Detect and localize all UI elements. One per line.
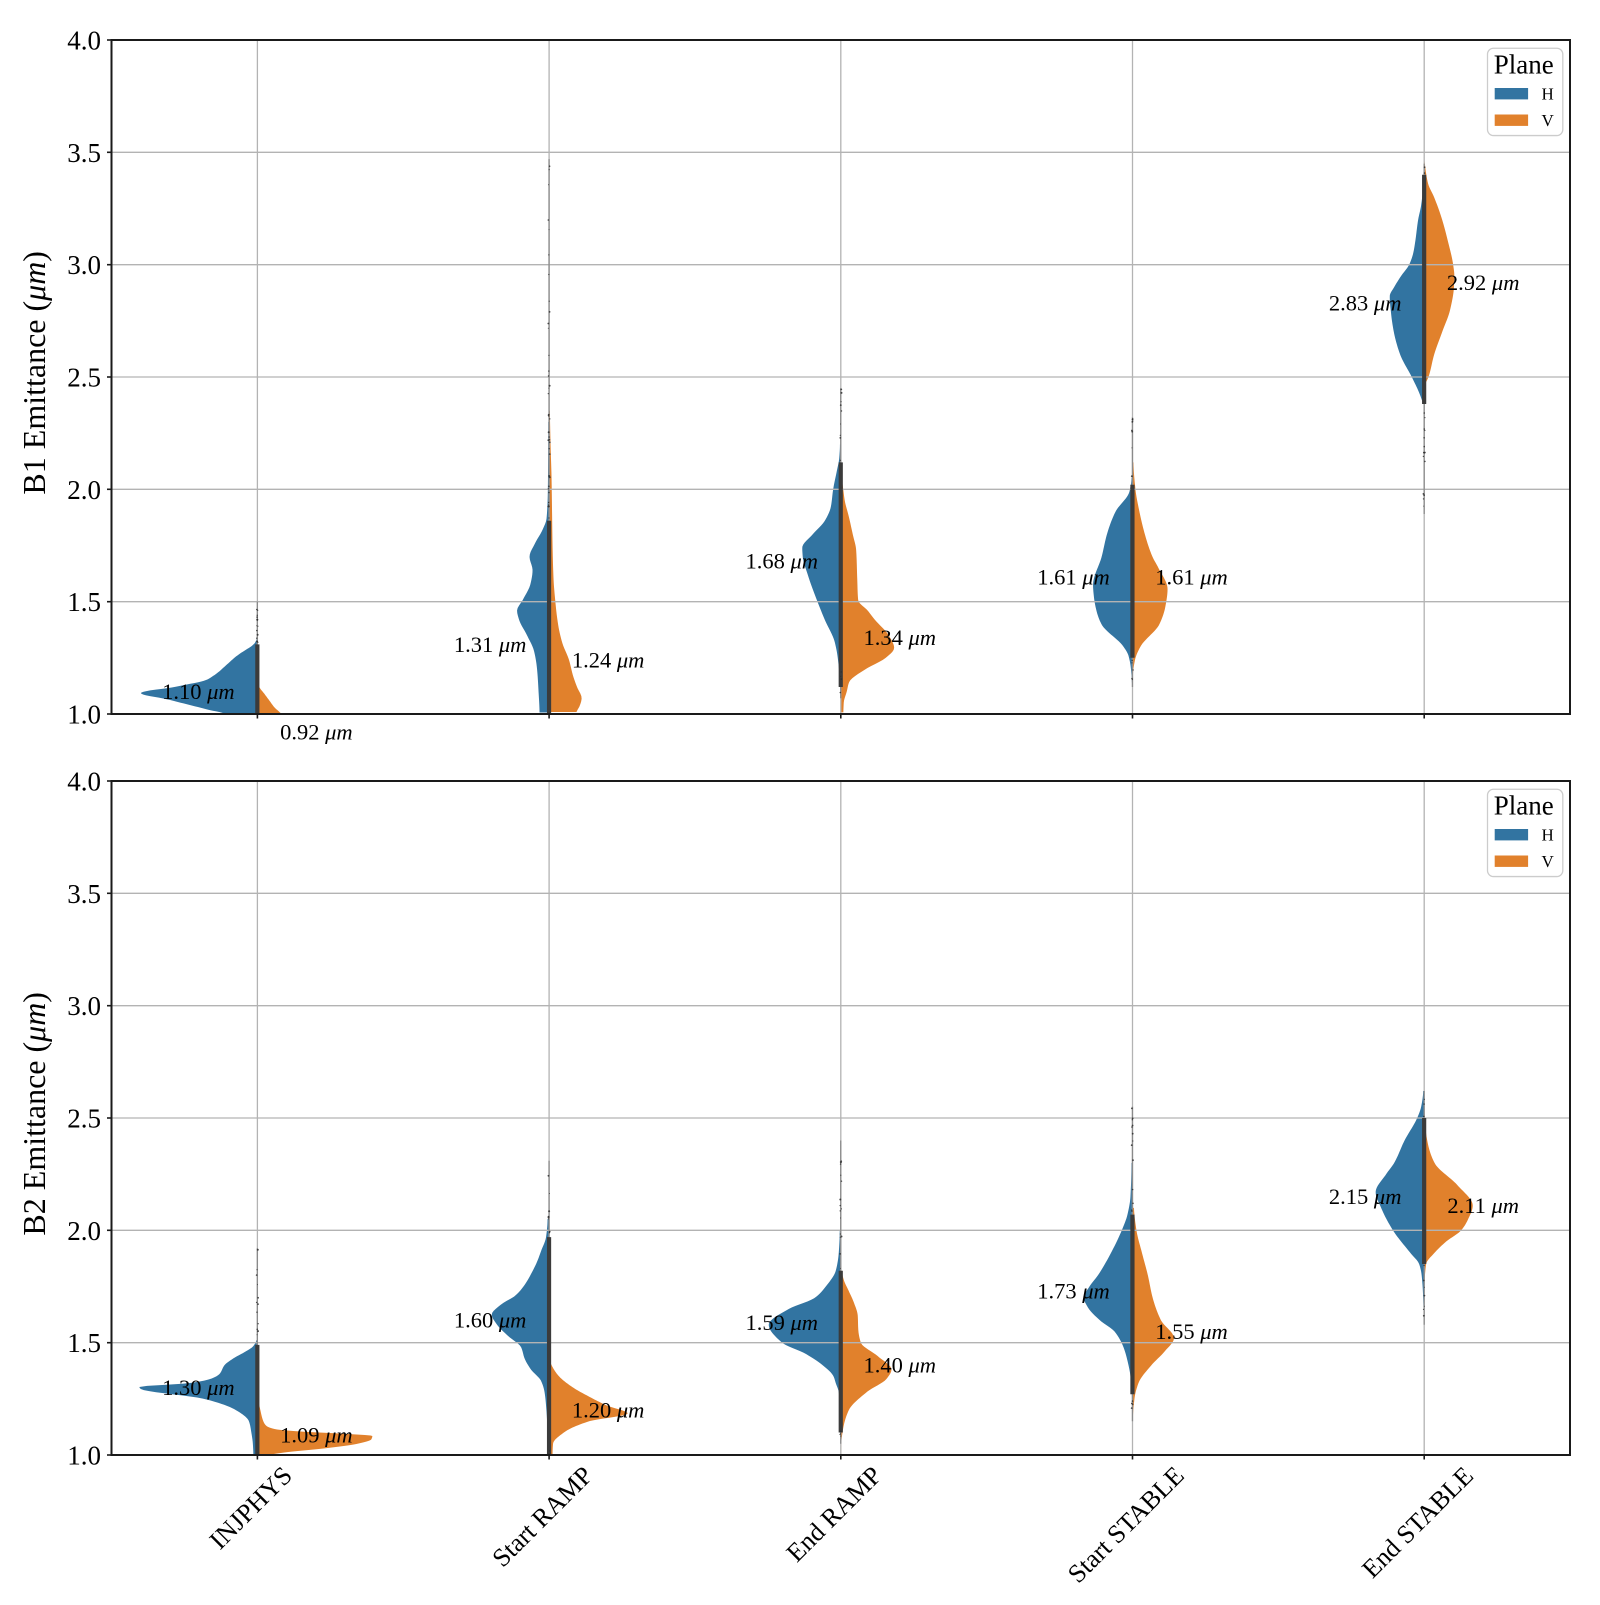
svg-text:1.55 μm: 1.55 μm (1155, 1319, 1228, 1344)
svg-text:V: V (1542, 111, 1555, 130)
svg-text:1.60 μm: 1.60 μm (454, 1308, 527, 1333)
svg-text:1.09 μm: 1.09 μm (280, 1422, 353, 1447)
svg-text:3.5: 3.5 (67, 138, 101, 168)
svg-text:2.5: 2.5 (67, 363, 101, 393)
svg-text:1.68 μm: 1.68 μm (746, 549, 819, 574)
svg-text:1.10 μm: 1.10 μm (162, 679, 235, 704)
svg-text:Plane: Plane (1494, 50, 1554, 80)
svg-text:2.15 μm: 2.15 μm (1329, 1184, 1402, 1209)
svg-text:Plane: Plane (1494, 791, 1554, 821)
svg-text:2.5: 2.5 (67, 1104, 101, 1134)
svg-text:1.73 μm: 1.73 μm (1037, 1279, 1110, 1304)
svg-text:H: H (1542, 826, 1554, 845)
svg-text:2.83 μm: 2.83 μm (1329, 290, 1402, 315)
svg-text:B2 Emittance (μm): B2 Emittance (μm) (16, 992, 52, 1236)
svg-text:1.31 μm: 1.31 μm (454, 632, 527, 657)
svg-text:1.20 μm: 1.20 μm (572, 1398, 645, 1423)
svg-text:1.59 μm: 1.59 μm (746, 1310, 819, 1335)
svg-text:1.61 μm: 1.61 μm (1037, 565, 1110, 590)
svg-text:4.0: 4.0 (67, 26, 101, 56)
svg-text:H: H (1542, 85, 1554, 104)
svg-text:1.24 μm: 1.24 μm (572, 648, 645, 673)
svg-text:2.0: 2.0 (67, 1216, 101, 1246)
svg-text:3.0: 3.0 (67, 991, 101, 1021)
svg-text:V: V (1542, 852, 1555, 871)
svg-text:1.0: 1.0 (67, 700, 101, 730)
svg-text:2.0: 2.0 (67, 475, 101, 505)
svg-text:B1 Emittance (μm): B1 Emittance (μm) (16, 251, 52, 495)
svg-text:1.5: 1.5 (67, 1328, 101, 1358)
svg-text:4.0: 4.0 (67, 767, 101, 797)
svg-text:1.30 μm: 1.30 μm (162, 1375, 235, 1400)
svg-text:3.5: 3.5 (67, 879, 101, 909)
svg-text:1.34 μm: 1.34 μm (864, 625, 937, 650)
svg-text:0.92 μm: 0.92 μm (280, 720, 353, 745)
svg-text:3.0: 3.0 (67, 250, 101, 280)
svg-text:1.61 μm: 1.61 μm (1155, 565, 1228, 590)
svg-text:1.40 μm: 1.40 μm (864, 1353, 937, 1378)
svg-text:2.92 μm: 2.92 μm (1447, 270, 1520, 295)
svg-text:1.0: 1.0 (67, 1441, 101, 1471)
svg-text:1.5: 1.5 (67, 587, 101, 617)
svg-text:2.11 μm: 2.11 μm (1447, 1193, 1519, 1218)
